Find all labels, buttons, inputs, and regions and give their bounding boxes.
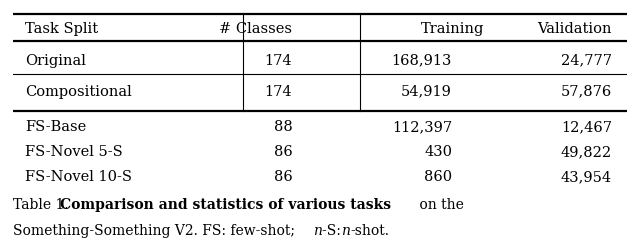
Text: 43,954: 43,954 [561,170,612,184]
Text: 860: 860 [424,170,452,184]
Text: 168,913: 168,913 [392,54,452,68]
Text: -shot.: -shot. [350,224,389,238]
Text: 49,822: 49,822 [561,145,612,159]
Text: Original: Original [25,54,86,68]
Text: FS-Novel 10-S: FS-Novel 10-S [25,170,132,184]
Text: 24,777: 24,777 [561,54,612,68]
Text: FS-Novel 5-S: FS-Novel 5-S [25,145,123,159]
Text: n: n [341,224,350,238]
Text: 112,397: 112,397 [392,120,452,134]
Text: n: n [312,224,321,238]
Text: -S:: -S: [322,224,345,238]
Text: 174: 174 [265,84,292,99]
Text: Validation: Validation [538,22,612,36]
Text: 54,919: 54,919 [401,84,452,99]
Text: 88: 88 [274,120,292,134]
Text: 430: 430 [424,145,452,159]
Text: Compositional: Compositional [25,84,132,99]
Text: Something-Something V2. FS: few-shot;: Something-Something V2. FS: few-shot; [13,224,299,238]
Text: 12,467: 12,467 [561,120,612,134]
Text: 174: 174 [265,54,292,68]
Text: FS-Base: FS-Base [25,120,86,134]
Text: # Classes: # Classes [219,22,292,36]
Text: 57,876: 57,876 [561,84,612,99]
Text: on the: on the [415,198,464,212]
Text: Table 1.: Table 1. [13,198,73,212]
Text: Task Split: Task Split [25,22,98,36]
Text: 86: 86 [274,145,292,159]
Text: Comparison and statistics of various tasks: Comparison and statistics of various tas… [60,198,391,212]
Text: 86: 86 [274,170,292,184]
Text: Training: Training [420,22,484,36]
